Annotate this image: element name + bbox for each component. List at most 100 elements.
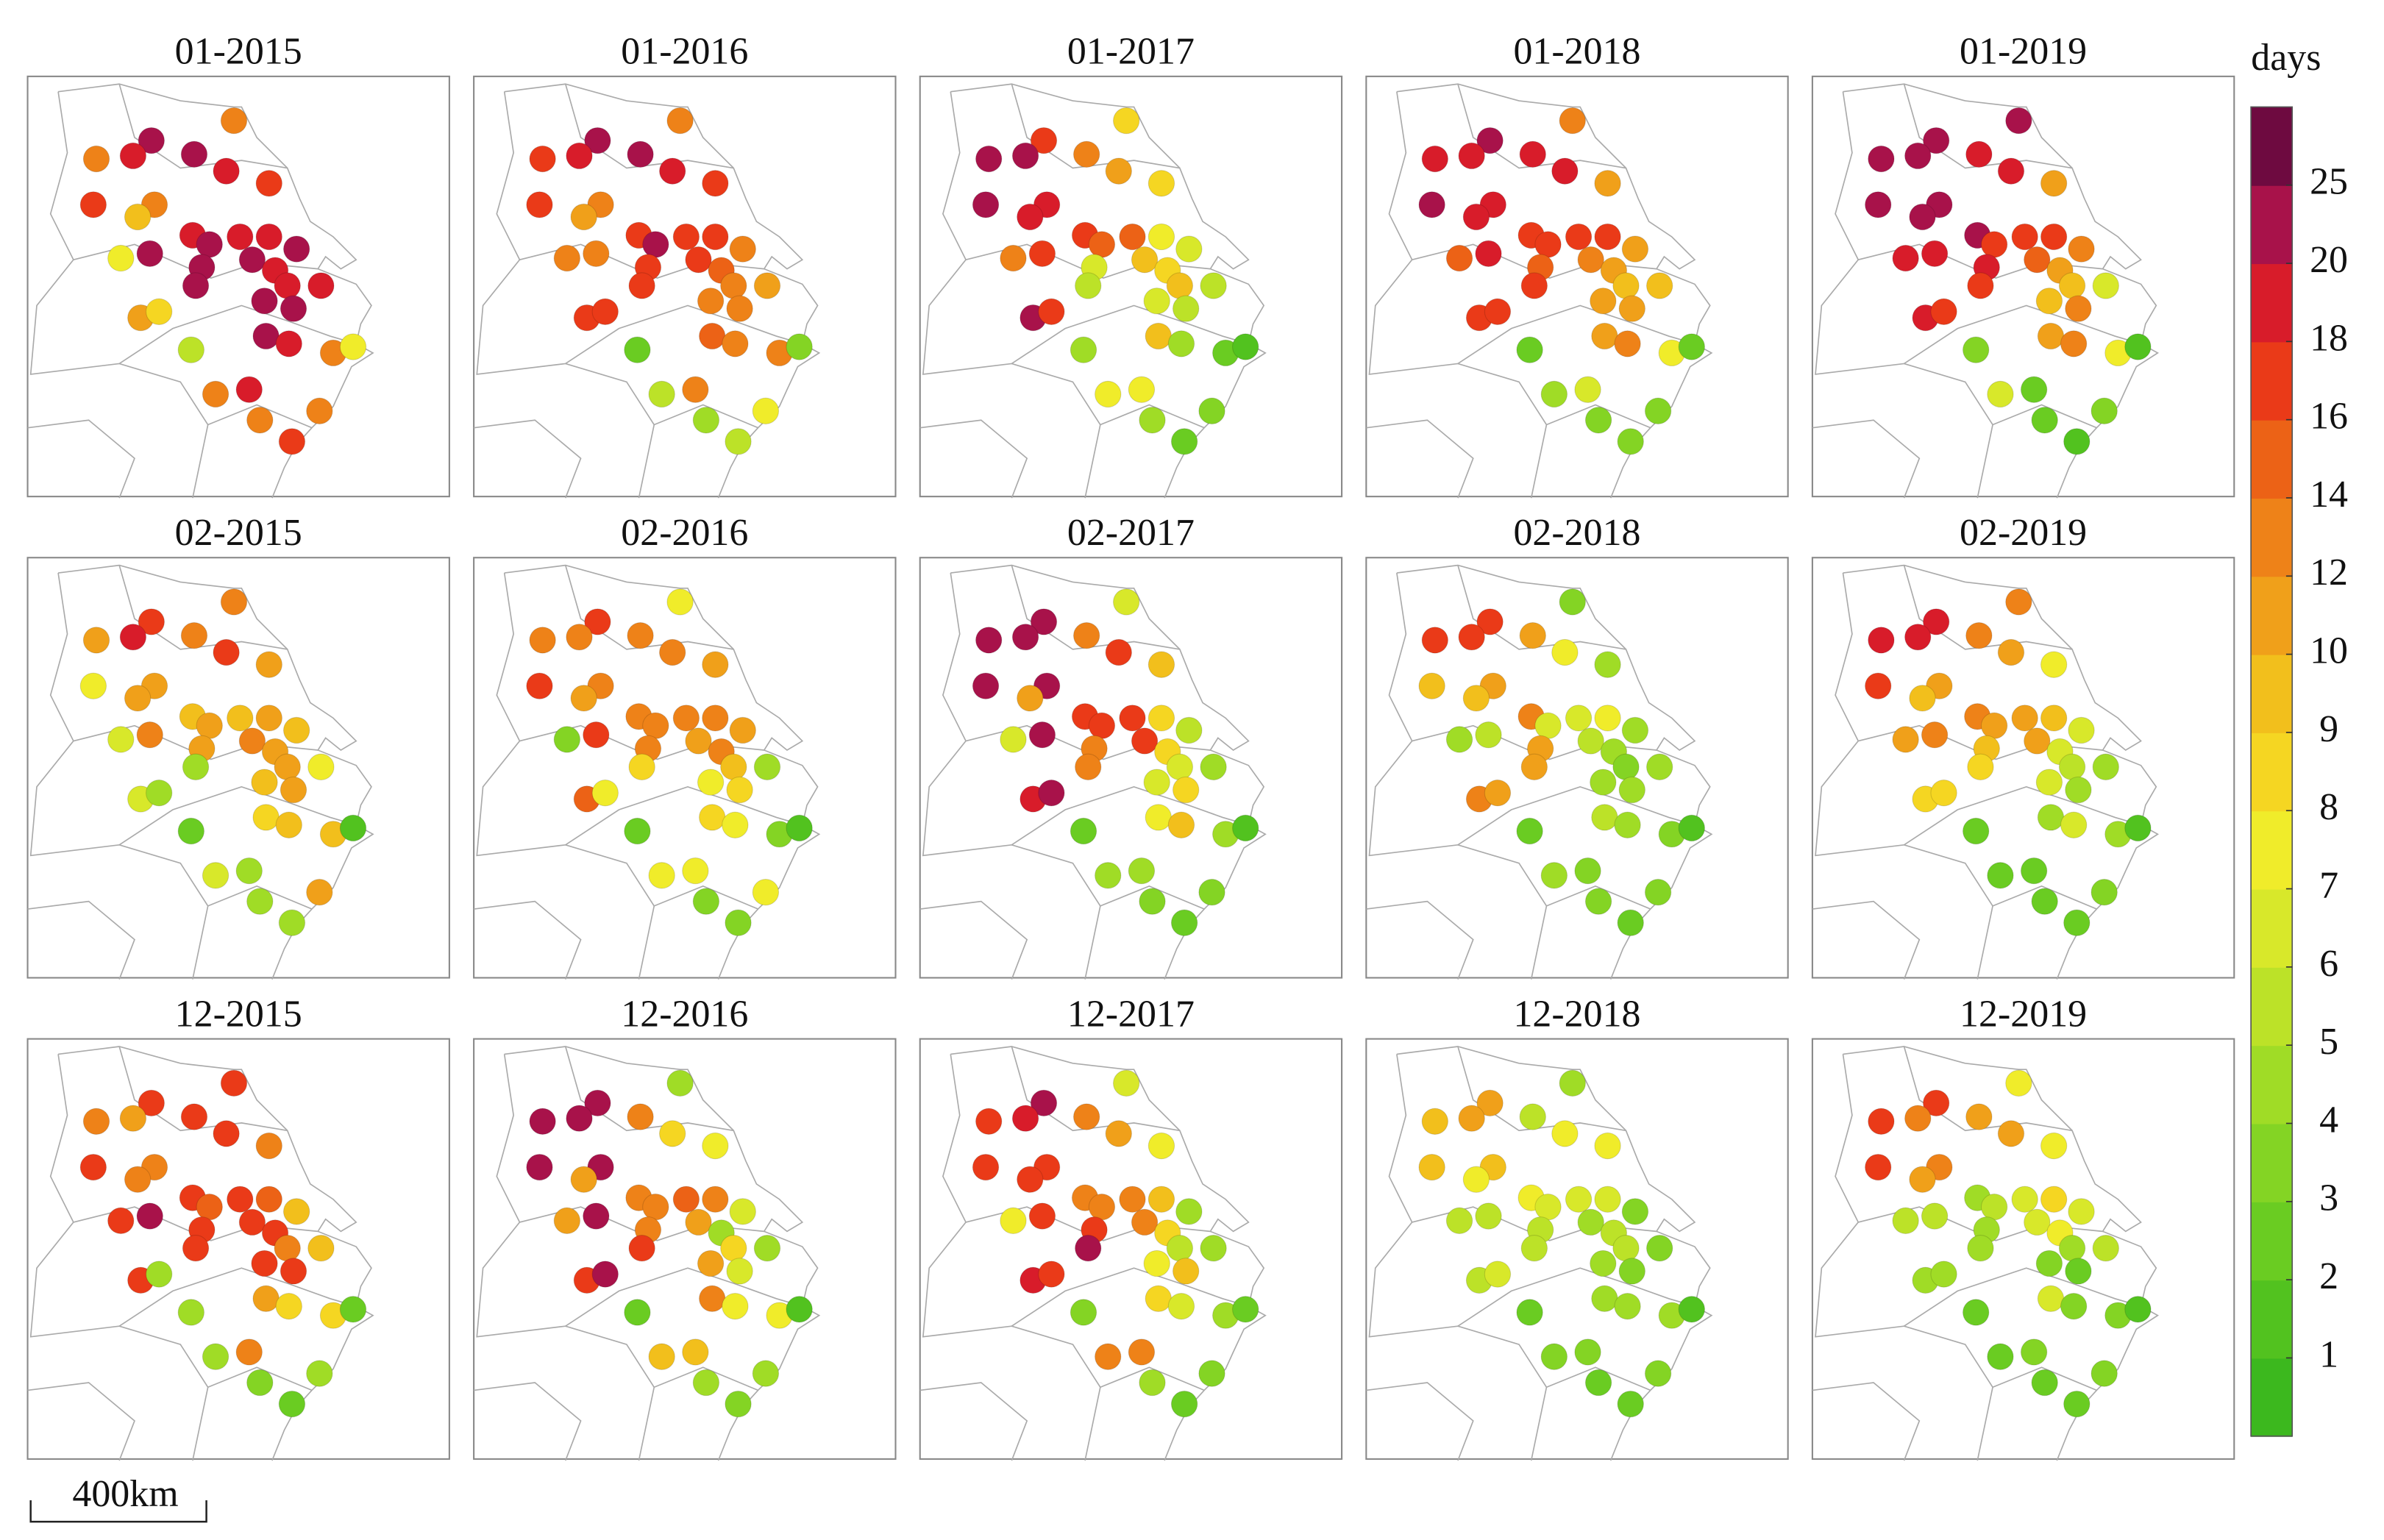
- station-dot: [648, 380, 675, 408]
- station-dot: [280, 295, 307, 322]
- station-dot: [2092, 1235, 2119, 1262]
- station-dot: [699, 804, 726, 831]
- station-dot: [702, 223, 729, 251]
- station-dot: [682, 1338, 709, 1366]
- station-dot: [628, 753, 655, 781]
- station-dot: [591, 779, 619, 807]
- station-dot: [2037, 322, 2065, 350]
- station-dot: [306, 1360, 333, 1387]
- panels: 01-2015 01-2016 01-2017 01-2018 01-2019 02-20…: [26, 31, 2235, 1461]
- station-dot: [1963, 817, 1990, 845]
- station-dot: [182, 753, 210, 781]
- station-dot: [726, 776, 753, 804]
- station-dot: [570, 1166, 597, 1193]
- station-dot: [1131, 727, 1159, 755]
- station-dot: [1232, 1296, 1259, 1323]
- panel-title: 12-2019: [1960, 993, 2087, 1035]
- station-dot: [1921, 1202, 1949, 1230]
- map-panel: 02-2015: [26, 512, 450, 980]
- colorbar-bin: [2251, 966, 2293, 1047]
- station-dot: [1678, 1296, 1705, 1323]
- station-dot: [666, 1069, 694, 1097]
- station-dot: [274, 1235, 301, 1262]
- station-dot: [180, 1103, 208, 1130]
- station-dot: [1909, 1166, 1936, 1193]
- colorbar-tick-label: 6: [2319, 943, 2338, 985]
- station-dot: [1551, 157, 1579, 185]
- station-dot: [1147, 1186, 1175, 1213]
- station-dot: [529, 145, 556, 173]
- station-dot: [1980, 712, 2008, 739]
- station-dot: [1088, 712, 1116, 739]
- station-dot: [1516, 817, 1543, 845]
- station-dot: [2005, 588, 2032, 616]
- station-dot: [213, 1120, 240, 1147]
- station-dot: [146, 779, 173, 807]
- station-dot: [1143, 1250, 1170, 1277]
- station-dot: [659, 638, 686, 666]
- station-dot: [2092, 272, 2119, 299]
- station-dot: [1565, 1186, 1593, 1213]
- colorbar-bin: [2251, 185, 2293, 265]
- station-dot: [2037, 804, 2065, 831]
- station-dot: [729, 235, 756, 263]
- colorbar-bin: [2251, 419, 2293, 499]
- station-dot: [702, 1132, 729, 1160]
- panel-title: 02-2015: [175, 512, 302, 554]
- colorbar-tick-label: 7: [2319, 864, 2338, 906]
- station-dot: [1519, 622, 1546, 649]
- station-dot: [624, 1299, 651, 1326]
- station-dot: [182, 272, 210, 299]
- station-dot: [1105, 157, 1132, 185]
- station-dot: [1892, 1207, 1919, 1235]
- station-dot: [1143, 288, 1170, 315]
- station-dot: [1072, 1103, 1100, 1130]
- station-dot: [1534, 712, 1562, 739]
- station-dot: [1618, 1258, 1645, 1285]
- station-dot: [177, 1299, 204, 1326]
- station-dot: [2005, 1069, 2032, 1097]
- panel-title: 02-2019: [1960, 512, 2087, 554]
- station-dot: [1923, 126, 1950, 154]
- station-dot: [2024, 246, 2051, 274]
- station-dot: [1621, 235, 1649, 263]
- station-dot: [1232, 333, 1259, 360]
- scale-bar-label: 400km: [72, 1473, 178, 1515]
- station-dot: [1200, 272, 1227, 299]
- station-dot: [1119, 223, 1146, 251]
- station-dot: [2040, 170, 2068, 197]
- station-dot: [648, 1343, 675, 1370]
- station-dot: [1559, 1069, 1586, 1097]
- station-dot: [1128, 857, 1156, 885]
- station-dot: [672, 705, 700, 732]
- station-dot: [972, 672, 1000, 699]
- station-dot: [1621, 1198, 1649, 1225]
- station-dot: [278, 909, 306, 936]
- station-dot: [1476, 126, 1504, 154]
- station-dot: [553, 726, 581, 753]
- station-dot: [672, 223, 700, 251]
- station-dot: [235, 376, 263, 403]
- station-dot: [306, 397, 333, 424]
- station-dot: [227, 1186, 254, 1213]
- station-dot: [227, 705, 254, 732]
- station-dot: [583, 721, 610, 749]
- station-dot: [339, 1296, 367, 1323]
- station-dot: [526, 191, 553, 218]
- station-dot: [107, 726, 135, 753]
- station-dot: [1017, 685, 1044, 712]
- station-dot: [1131, 1208, 1159, 1236]
- station-dot: [1075, 272, 1102, 299]
- station-dot: [1618, 776, 1645, 804]
- station-dot: [1594, 223, 1621, 251]
- station-dot: [1594, 651, 1621, 678]
- station-dot: [583, 1202, 610, 1230]
- station-dot: [180, 140, 208, 168]
- station-dot: [2031, 888, 2058, 915]
- station-dot: [1591, 804, 1618, 831]
- station-dot: [1591, 322, 1618, 350]
- colorbar-tick-label: 12: [2310, 552, 2348, 593]
- station-dot: [1617, 1390, 1644, 1418]
- colorbar-label: days: [2251, 37, 2321, 79]
